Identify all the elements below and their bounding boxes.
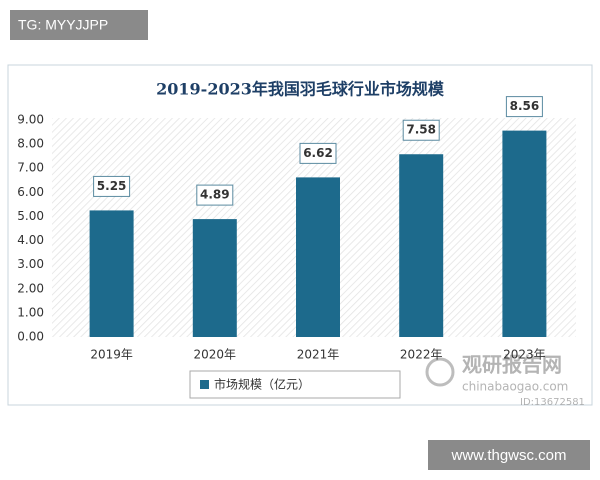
x-tick-label: 2019年 bbox=[90, 348, 133, 362]
value-label-box bbox=[196, 184, 234, 206]
y-tick-label: 3.00 bbox=[17, 257, 44, 271]
legend-box bbox=[189, 370, 401, 399]
value-label: 4.89 bbox=[200, 188, 230, 202]
bar bbox=[399, 154, 444, 337]
value-label-box bbox=[402, 119, 440, 141]
y-tick-label: 0.00 bbox=[17, 330, 44, 344]
y-tick-label: 2.00 bbox=[17, 281, 44, 295]
bar bbox=[502, 130, 547, 337]
tag-box bbox=[428, 440, 590, 470]
watermark-id: ID:13672581 bbox=[520, 397, 585, 408]
value-label: 5.25 bbox=[97, 179, 127, 193]
chart-title: 2019-2023年我国羽毛球行业市场规模 bbox=[156, 80, 445, 99]
y-tick-label: 9.00 bbox=[17, 113, 44, 127]
value-label: 7.58 bbox=[406, 123, 436, 137]
legend-swatch bbox=[200, 380, 209, 389]
value-label-box bbox=[93, 175, 131, 197]
x-tick-label: 2020年 bbox=[194, 348, 237, 362]
tag-text: TG: MYYJJPP bbox=[18, 17, 108, 33]
y-tick-label: 1.00 bbox=[17, 305, 44, 319]
legend-label: 市场规模（亿元） bbox=[214, 377, 310, 392]
y-tick-label: 6.00 bbox=[17, 185, 44, 199]
value-label-box bbox=[505, 96, 543, 118]
x-tick-label: 2021年 bbox=[297, 348, 340, 362]
value-label: 6.62 bbox=[303, 146, 333, 160]
watermark-brand: 观研报告网 bbox=[462, 353, 562, 377]
bar bbox=[192, 219, 237, 337]
x-tick-label: 2023年 bbox=[503, 348, 546, 362]
watermark-logo bbox=[425, 357, 455, 387]
y-tick-label: 5.00 bbox=[17, 209, 44, 223]
tag-box bbox=[10, 10, 148, 40]
bar bbox=[89, 210, 134, 337]
tag-text: www.thgwsc.com bbox=[450, 447, 566, 464]
bar bbox=[296, 177, 340, 337]
watermark-site: chinabaogao.com bbox=[462, 380, 568, 394]
y-tick-label: 4.00 bbox=[17, 233, 44, 247]
x-tick-label: 2022年 bbox=[400, 348, 443, 362]
value-label: 8.56 bbox=[510, 99, 540, 113]
y-tick-label: 8.00 bbox=[17, 137, 44, 151]
value-label-box bbox=[299, 142, 337, 164]
y-tick-label: 7.00 bbox=[17, 161, 44, 175]
watermark: 观研报告网 chinabaogao.com ID:13672581 bbox=[425, 353, 585, 408]
